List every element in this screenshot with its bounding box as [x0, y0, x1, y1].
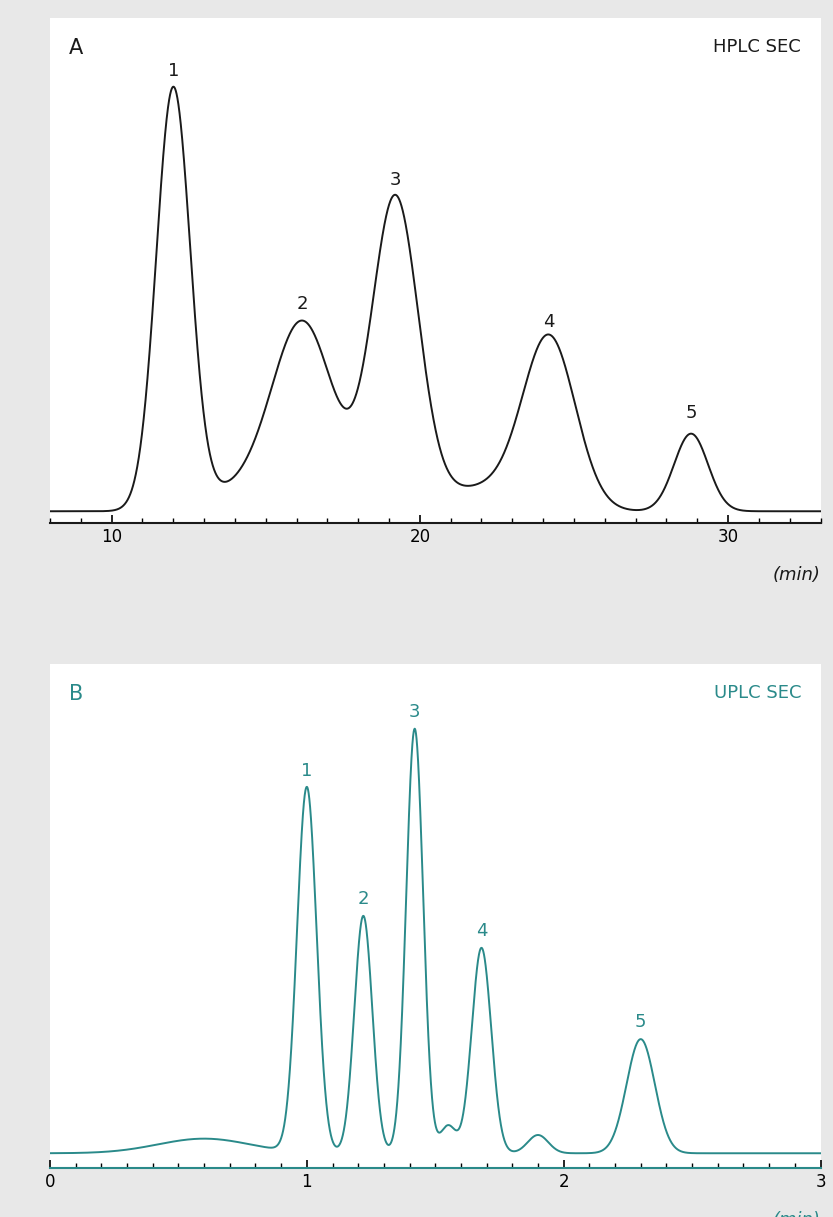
Text: B: B — [69, 684, 83, 705]
Text: (min): (min) — [773, 566, 821, 583]
Text: 2: 2 — [297, 295, 308, 313]
Text: 3: 3 — [409, 703, 421, 720]
Text: 1: 1 — [302, 762, 312, 780]
Text: (min): (min) — [773, 1211, 821, 1217]
Text: 3: 3 — [389, 172, 401, 190]
Text: A: A — [69, 39, 83, 58]
Text: 4: 4 — [476, 922, 487, 940]
Text: 5: 5 — [635, 1014, 646, 1031]
Text: 2: 2 — [357, 890, 369, 908]
Text: 5: 5 — [686, 404, 697, 422]
Text: HPLC SEC: HPLC SEC — [714, 39, 801, 56]
Text: 4: 4 — [543, 313, 555, 331]
Text: 1: 1 — [167, 62, 179, 80]
Text: UPLC SEC: UPLC SEC — [714, 684, 801, 702]
